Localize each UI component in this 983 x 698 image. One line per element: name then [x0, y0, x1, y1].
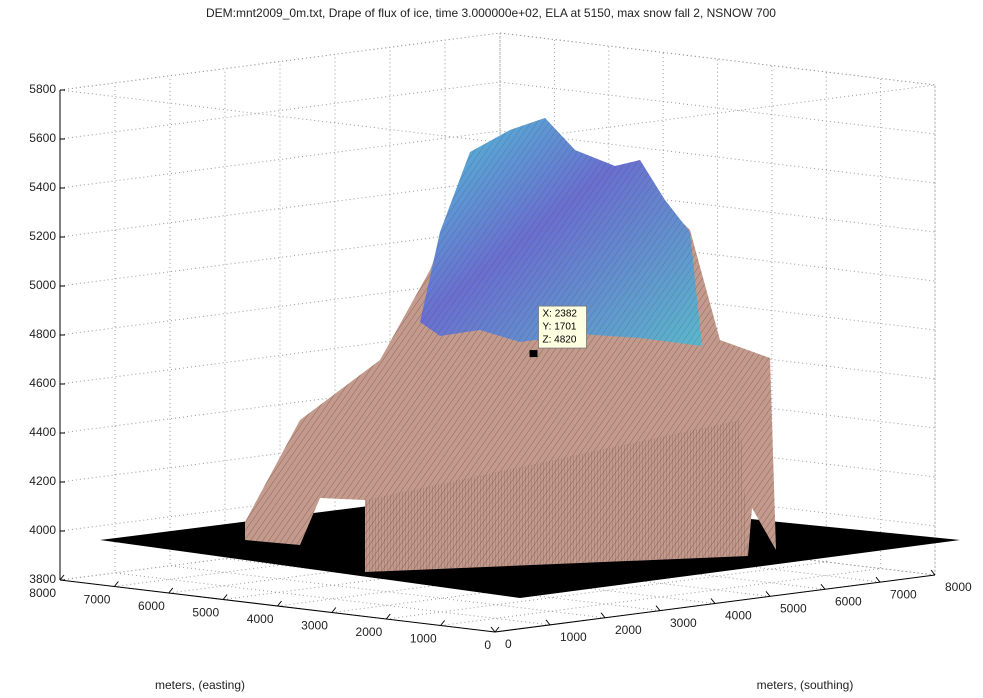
data-tip-label: Z: 4820: [543, 335, 577, 346]
y-tick: [59, 574, 65, 581]
y-tick: [385, 613, 391, 620]
y-tick-label: 7000: [84, 593, 111, 607]
y-tick-label: 2000: [356, 625, 383, 639]
x-tick: [600, 612, 606, 619]
y-tick: [277, 600, 282, 607]
x-tick: [820, 583, 826, 590]
y-tick: [494, 626, 500, 633]
x-tick-label: 0: [505, 637, 512, 651]
z-tick-label: 5200: [29, 229, 56, 243]
chart-title: DEM:mnt2009_0m.txt, Drape of flux of ice…: [206, 6, 776, 20]
z-grid-line: [59, 32, 936, 91]
y-tick: [440, 620, 446, 626]
y-tick-label: 5000: [192, 606, 219, 620]
x-tick-label: 2000: [615, 623, 642, 637]
x-tick: [765, 591, 771, 597]
x-tick-label: 8000: [945, 580, 972, 594]
box-edge: [59, 89, 496, 143]
z-tick-label: 4800: [29, 327, 56, 341]
x-tick: [930, 569, 936, 576]
axes: 3800 4000 4200 4400 4600 4800 5000 5200 5400 5600…: [29, 82, 972, 692]
x-tick: [545, 619, 551, 626]
x-tick: [710, 598, 716, 604]
surface-cliff: [365, 420, 748, 572]
x-tick-label: 7000: [890, 587, 917, 601]
z-tick-label: 5000: [29, 278, 56, 292]
x-grid-line: [389, 47, 826, 590]
x-tick-label: 6000: [835, 594, 862, 608]
data-tip-label: X: 2382: [543, 309, 578, 320]
x-tick: [655, 605, 661, 611]
x-tick-label: 1000: [560, 630, 587, 644]
x-tick-label: 4000: [725, 609, 752, 623]
x-tick: [490, 626, 496, 633]
z-grid-line: [59, 81, 936, 140]
data-tip-label: Y: 1701: [543, 322, 577, 333]
surface: [100, 118, 960, 598]
x-grid-line: [169, 75, 606, 619]
x-tick: [875, 576, 881, 583]
z-tick-label: 4200: [29, 474, 56, 488]
x-grid-line: [224, 68, 661, 612]
box-edge: [494, 84, 936, 143]
data-tip: X: 2382 Y: 1701 Z: 4820: [529, 305, 587, 358]
z-tick-label: 4600: [29, 376, 56, 390]
z-tick-label: 5800: [29, 82, 56, 96]
z-tick-label: 3800: [29, 572, 56, 586]
y-tick: [222, 594, 228, 600]
z-tick-label: 5400: [29, 180, 56, 194]
y-tick: [168, 587, 174, 594]
x-grid-line: [279, 61, 716, 604]
y-tick-label: 4000: [247, 612, 274, 626]
z-tick-label: 4400: [29, 425, 56, 439]
x-tick-label: 5000: [780, 602, 807, 616]
y-tick-label: 3000: [301, 619, 328, 633]
y-tick-label: 0: [484, 638, 491, 652]
y-tick: [113, 581, 119, 587]
x-tick-label: 3000: [670, 616, 697, 630]
surface-ice-mesh: [420, 118, 702, 346]
data-tip-marker: [529, 350, 538, 358]
x-grid-line: [334, 54, 771, 597]
z-tick-label: 4000: [29, 523, 56, 537]
x-grid-line: [444, 40, 881, 583]
y-tick-label: 1000: [410, 632, 437, 646]
x-grid-line: [114, 82, 551, 626]
y-axis-label: meters, (easting): [155, 678, 245, 692]
box-edge: [499, 32, 936, 575]
data-tip-box: [538, 305, 587, 349]
y-tick: [331, 607, 337, 613]
z-tick-label: 5600: [29, 131, 56, 145]
y-tick-label: 8000: [29, 586, 56, 600]
y-tick-label: 6000: [138, 599, 165, 613]
x-axis-label: meters, (southing): [757, 678, 854, 692]
